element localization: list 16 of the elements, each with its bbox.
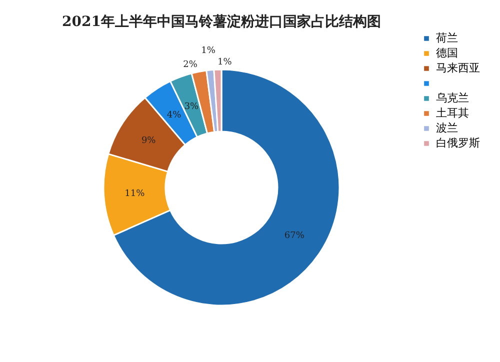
data-label: 1% [201,46,216,56]
legend-label: 马来西亚 [436,62,480,74]
legend-label: 乌克兰 [436,92,469,104]
data-label: 4% [166,110,182,121]
legend-label: 波兰 [436,122,458,134]
legend-label: 荷兰 [436,32,458,44]
chart-title: 2021年上半年中国马铃薯淀粉进口国家占比结构图 [62,13,381,30]
legend-label: 白俄罗斯 [436,136,480,150]
data-label: 9% [141,136,156,146]
data-label: 11% [124,189,146,200]
data-label: 3% [184,102,200,112]
legend-label: 德国 [436,46,458,60]
data-label: 2% [183,60,198,70]
legend-label: 土耳其 [436,106,469,120]
data-label: 1% [217,58,232,68]
data-label: 67% [284,230,305,241]
